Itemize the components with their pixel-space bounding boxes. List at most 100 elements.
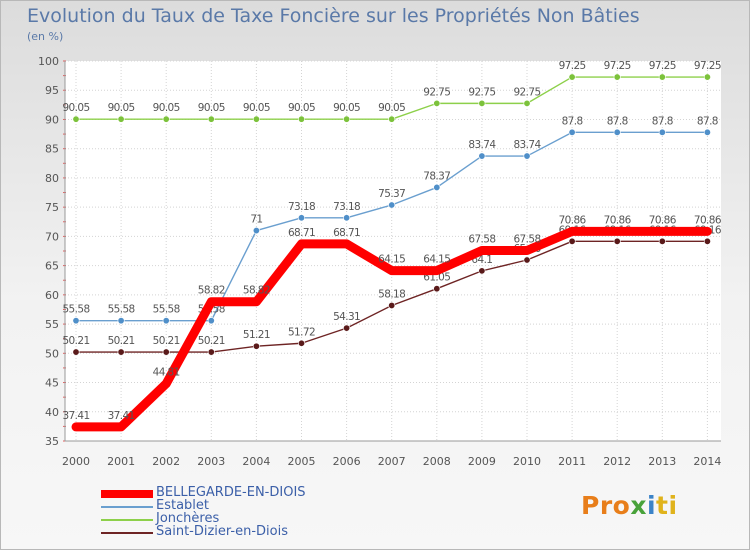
x-tick-label: 2010: [513, 455, 541, 468]
data-point: [343, 214, 351, 222]
legend-swatch: [101, 518, 153, 521]
logo-part: Pro: [581, 491, 631, 520]
x-tick-label: 2005: [288, 455, 316, 468]
data-label: 90.05: [243, 102, 270, 114]
x-tick-label: 2003: [197, 455, 225, 468]
data-point: [433, 285, 441, 293]
y-tick-label: 95: [45, 84, 59, 97]
data-point: [478, 152, 486, 160]
data-label: 71: [250, 214, 262, 226]
legend-item: Establet: [101, 498, 361, 513]
data-point: [478, 99, 486, 107]
data-point: [523, 246, 531, 255]
data-point: [297, 214, 305, 222]
data-point: [207, 317, 215, 325]
data-label: 90.05: [108, 102, 135, 114]
data-point: [252, 115, 260, 123]
data-label: 58.82: [243, 285, 270, 297]
logo-part: x: [630, 491, 647, 520]
y-tick-label: 100: [38, 55, 59, 68]
data-point: [72, 317, 80, 325]
data-point: [72, 422, 80, 431]
data-label: 70.86: [604, 214, 632, 226]
legend-label: Establet: [156, 498, 210, 513]
data-point: [252, 342, 260, 350]
y-tick-label: 80: [45, 172, 59, 185]
data-point: [297, 339, 305, 347]
data-point: [117, 115, 125, 123]
data-point: [613, 73, 621, 81]
data-point: [162, 317, 170, 325]
data-point: [162, 379, 171, 388]
data-label: 68.71: [333, 227, 360, 239]
data-label: 73.18: [288, 201, 315, 213]
legend-label: BELLEGARDE-EN-DIOIS: [156, 485, 306, 500]
data-point: [162, 348, 170, 356]
data-point: [252, 297, 261, 306]
data-point: [343, 115, 351, 123]
data-point: [658, 227, 667, 236]
data-point: [568, 227, 577, 236]
data-label: 92.75: [468, 86, 495, 98]
data-point: [703, 237, 711, 245]
y-tick-label: 70: [45, 230, 59, 243]
x-tick-label: 2006: [333, 455, 361, 468]
legend-label: Jonchères: [156, 511, 220, 526]
data-label: 97.25: [694, 60, 721, 72]
data-point: [568, 73, 576, 81]
data-label: 68.71: [288, 227, 315, 239]
data-label: 90.05: [333, 102, 360, 114]
data-label: 67.58: [513, 234, 540, 246]
data-point: [568, 128, 576, 136]
data-point: [297, 239, 306, 248]
chart-title: Evolution du Taux de Taxe Foncière sur l…: [27, 5, 640, 27]
data-label: 73.18: [333, 201, 360, 213]
y-tick-label: 55: [45, 318, 59, 331]
data-point: [388, 301, 396, 309]
data-label: 70.86: [559, 214, 587, 226]
data-label: 87.8: [562, 115, 583, 127]
y-tick-label: 85: [45, 143, 59, 156]
data-label: 55.58: [153, 304, 180, 316]
data-point: [343, 324, 351, 332]
data-label: 37.41: [62, 410, 89, 422]
data-label: 44.81: [153, 367, 180, 379]
data-label: 83.74: [468, 139, 496, 151]
legend-swatch: [101, 505, 153, 508]
y-tick-label: 45: [45, 377, 59, 390]
data-label: 51.21: [243, 329, 270, 341]
data-label: 83.74: [513, 139, 541, 151]
data-point: [252, 227, 260, 235]
data-label: 90.05: [153, 102, 180, 114]
data-point: [658, 73, 666, 81]
data-point: [117, 422, 126, 431]
data-point: [342, 239, 351, 248]
x-tick-label: 2012: [603, 455, 631, 468]
data-label: 92.75: [513, 86, 540, 98]
data-point: [387, 266, 396, 275]
data-label: 50.21: [62, 335, 89, 347]
data-point: [703, 128, 711, 136]
data-point: [703, 227, 712, 236]
data-label: 87.8: [652, 115, 673, 127]
legend-swatch: [101, 489, 153, 498]
y-tick-label: 60: [45, 289, 59, 302]
data-label: 87.8: [607, 115, 628, 127]
x-tick-label: 2000: [62, 455, 90, 468]
data-point: [72, 348, 80, 356]
data-point: [388, 115, 396, 123]
legend-label: Saint-Dizier-en-Diois: [156, 524, 289, 539]
data-point: [613, 237, 621, 245]
data-label: 54.31: [333, 311, 360, 323]
data-label: 55.58: [108, 304, 135, 316]
data-label: 90.05: [62, 102, 89, 114]
data-label: 97.25: [649, 60, 676, 72]
data-point: [703, 73, 711, 81]
data-point: [117, 348, 125, 356]
data-label: 58.82: [198, 285, 225, 297]
x-tick-label: 2011: [558, 455, 586, 468]
proxiti-logo: Proxiti: [581, 491, 678, 520]
y-tick-label: 35: [45, 435, 59, 448]
y-tick-label: 65: [45, 260, 59, 273]
